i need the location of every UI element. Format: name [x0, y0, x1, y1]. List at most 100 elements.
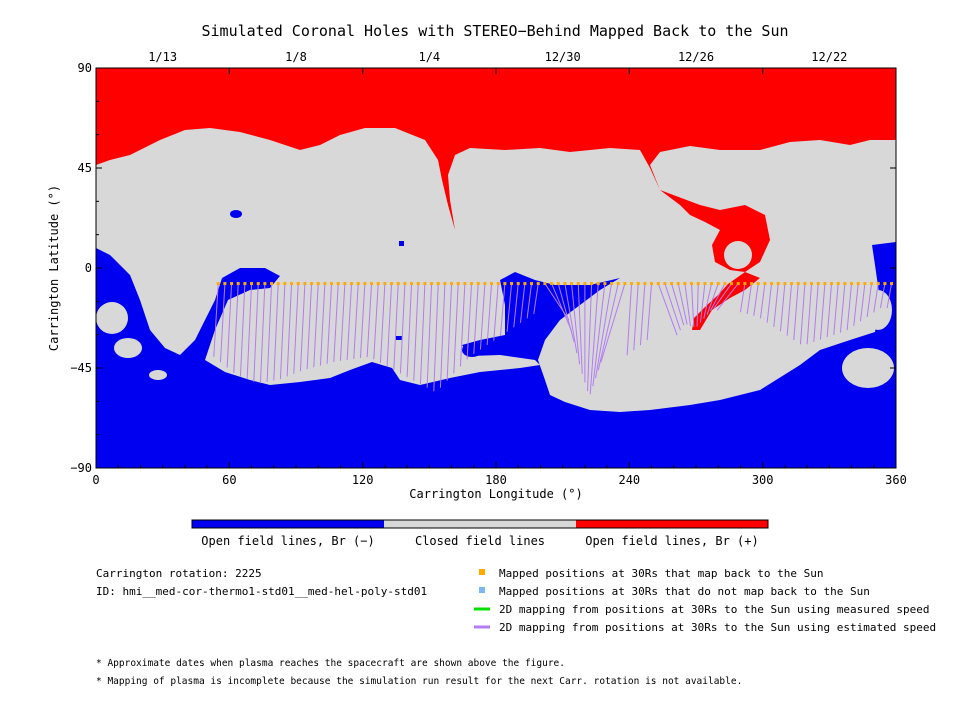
note-incomplete: * Mapping of plasma is incomplete becaus…	[96, 676, 742, 687]
estimated-mapping-line	[779, 283, 786, 332]
estimated-mapping-line	[439, 283, 446, 388]
estimated-mapping-line	[426, 283, 433, 388]
estimated-mapping-line	[466, 283, 473, 360]
closed-island	[864, 290, 892, 330]
estimated-mapping-line	[544, 283, 570, 321]
mapped-point	[276, 282, 280, 286]
colorbar: Open field lines, Br (−) Closed field li…	[191, 519, 769, 548]
estimated-mapping-line	[684, 283, 691, 326]
closed-island	[724, 241, 752, 269]
mapped-point	[610, 282, 614, 286]
mapped-point	[376, 282, 380, 286]
estimated-mapping-line	[299, 283, 306, 372]
mapped-point	[716, 282, 720, 286]
mapped-point	[216, 282, 220, 286]
mapped-point	[270, 282, 274, 286]
estimated-mapping-line	[453, 283, 459, 374]
mapped-point	[290, 282, 294, 286]
estimated-mapping-line	[373, 283, 379, 360]
mapped-point	[850, 282, 854, 286]
mapped-point	[383, 282, 387, 286]
mapped-point	[663, 282, 667, 286]
mapped-point	[763, 282, 767, 286]
closed-island	[149, 370, 167, 380]
closed-island	[114, 338, 142, 358]
mapped-point	[470, 282, 474, 286]
colorbar-label-positive: Open field lines, Br (+)	[585, 534, 758, 548]
region-open-negative-south	[96, 242, 896, 468]
estimated-mapping-line	[319, 283, 326, 366]
open-negative-spot	[462, 343, 482, 357]
colorbar-frame	[191, 519, 769, 529]
mapped-point	[563, 282, 567, 286]
estimated-mapping-line	[691, 283, 695, 328]
estimated-mapping-line	[766, 283, 773, 323]
closed-island	[96, 302, 128, 334]
mapped-point	[703, 282, 707, 286]
estimated-mapping-line	[577, 283, 583, 374]
mapped-point	[243, 282, 247, 286]
mapped-point	[236, 282, 240, 286]
estimated-mapping-line	[493, 283, 499, 341]
estimated-mapping-line	[219, 283, 226, 363]
mapped-point	[356, 282, 360, 286]
estimated-mapping-line	[306, 283, 313, 370]
mapped-point	[816, 282, 820, 286]
note-dates: * Approximate dates when plasma reaches …	[96, 658, 565, 669]
mapped-point	[503, 282, 507, 286]
open-negative-spot	[399, 241, 404, 246]
mapped-point	[883, 282, 887, 286]
mapped-point	[530, 282, 534, 286]
estimated-mapping-line	[671, 283, 685, 326]
mapped-point	[250, 282, 254, 286]
estimated-mapping-line	[326, 283, 333, 364]
estimated-mapping-line	[706, 283, 719, 315]
estimated-mapping-line	[839, 283, 846, 333]
mapped-point	[490, 282, 494, 286]
estimated-mapping-line	[406, 283, 413, 378]
mapped-point	[676, 282, 680, 286]
top-date-label: 12/22	[811, 50, 847, 64]
estimated-mapping-line	[446, 283, 453, 381]
estimated-mapping-line	[339, 283, 346, 361]
estimated-mapping-line	[557, 283, 575, 343]
estimated-mapping-line	[386, 283, 393, 367]
mapped-point	[843, 282, 847, 286]
estimated-mapping-line	[703, 283, 713, 319]
mapped-point	[783, 282, 787, 286]
x-tick-label: 0	[92, 473, 99, 487]
mapped-point	[590, 282, 594, 286]
estimated-mapping-line	[433, 283, 439, 392]
mapped-point	[570, 282, 574, 286]
estimated-mapping-line	[313, 283, 319, 368]
mapped-point	[423, 282, 427, 286]
mapped-point	[256, 282, 260, 286]
estimated-mapping-line	[459, 283, 466, 367]
top-date-label: 1/8	[285, 50, 307, 64]
open-negative-spot	[396, 336, 402, 340]
mapped-point	[336, 282, 340, 286]
mapped-point	[483, 282, 487, 286]
mapped-point	[350, 282, 354, 286]
estimated-mapping-line	[759, 283, 766, 319]
estimated-mapping-line	[413, 283, 419, 381]
estimated-mapping-line	[710, 283, 726, 311]
estimated-mapping-line	[716, 283, 739, 311]
mapped-point	[316, 282, 320, 286]
mapped-point	[743, 282, 747, 286]
estimated-mapping-line	[746, 283, 753, 314]
mapped-point	[516, 282, 520, 286]
mapped-point	[496, 282, 500, 286]
estimated-mapping-line	[696, 283, 699, 327]
x-tick-label: 180	[485, 473, 507, 487]
mapped-point	[670, 282, 674, 286]
top-date-label: 12/26	[678, 50, 714, 64]
estimated-mapping-line	[273, 283, 279, 381]
x-tick-label: 300	[752, 473, 774, 487]
estimated-mapping-line	[589, 283, 599, 395]
estimated-mapping-line	[379, 283, 386, 363]
mapped-point	[830, 282, 834, 286]
estimated-mapping-line	[233, 283, 239, 373]
estimated-mapping-line	[473, 283, 479, 354]
